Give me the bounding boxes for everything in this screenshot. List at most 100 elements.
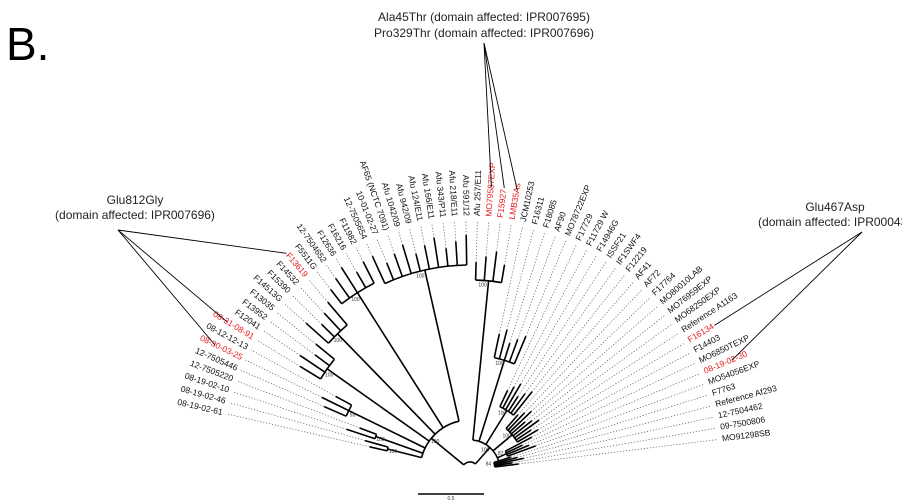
leaf-leader-line bbox=[512, 427, 717, 464]
branch-arc bbox=[341, 282, 375, 305]
branch-arc bbox=[384, 264, 467, 285]
leaf-branch bbox=[505, 444, 523, 454]
internal-branch bbox=[474, 446, 491, 465]
bootstrap-value: 100 bbox=[481, 448, 490, 454]
leaf-label: F15927 bbox=[495, 188, 508, 218]
annotation-pointer bbox=[483, 42, 492, 187]
leaf-leader-line bbox=[299, 286, 325, 314]
leaf-leader-line bbox=[509, 231, 546, 344]
internal-branch bbox=[375, 435, 424, 455]
internal-branch bbox=[387, 448, 422, 459]
leaf-leader-line bbox=[283, 302, 307, 324]
leaf-branch bbox=[323, 405, 347, 417]
leaf-branch bbox=[364, 439, 389, 448]
leaf-branch bbox=[506, 444, 530, 456]
bootstrap-value: 100 bbox=[478, 282, 487, 288]
leaf-branch bbox=[513, 335, 527, 365]
leaf-branch bbox=[507, 412, 526, 431]
leaf-leader-line bbox=[538, 323, 673, 421]
leaf-leader-line bbox=[531, 314, 666, 422]
leaf-branch bbox=[494, 463, 519, 468]
leaf-branch bbox=[321, 323, 335, 338]
leaf-leader-line bbox=[504, 223, 512, 265]
leaf-branch bbox=[321, 396, 350, 412]
annotation-pointer-lines bbox=[117, 42, 863, 361]
leaf-branch bbox=[509, 410, 532, 433]
leaf-branch bbox=[335, 277, 351, 299]
leaf-branch bbox=[499, 390, 509, 408]
leaf-leader-line bbox=[531, 296, 651, 412]
leaf-leader-line bbox=[510, 394, 709, 458]
internal-branch bbox=[478, 360, 506, 442]
leaf-branch bbox=[474, 262, 477, 281]
annotation-pointer bbox=[714, 231, 863, 326]
leaf-branch bbox=[445, 248, 449, 267]
bootstrap-value: 100 bbox=[431, 439, 440, 445]
bootstrap-value: 100 bbox=[389, 449, 398, 455]
leaf-leader-line bbox=[523, 416, 715, 459]
internal-branch bbox=[430, 437, 465, 466]
leaf-leader-line bbox=[226, 413, 370, 448]
leaf-leader-line bbox=[524, 266, 617, 394]
annotation-pointer bbox=[117, 229, 216, 346]
leaf-leader-line bbox=[485, 220, 490, 257]
leaf-leader-line bbox=[232, 391, 347, 430]
leaf-leader-line bbox=[240, 369, 325, 407]
leaf-leader-line bbox=[269, 320, 316, 356]
leaf-leader-line bbox=[525, 239, 567, 337]
annotation-pointer bbox=[483, 42, 518, 190]
bootstrap-value: 100 bbox=[495, 361, 504, 367]
leaf-leader-line bbox=[517, 405, 712, 458]
leaf-leader-line bbox=[256, 339, 301, 367]
top-mutation-annotation-line1: Ala45Thr (domain affected: IPR007695) bbox=[378, 10, 590, 24]
leaf-leader-line bbox=[535, 383, 705, 447]
leaf-leader-line bbox=[236, 380, 360, 429]
leaf-branch bbox=[514, 419, 540, 439]
leaf-leader-line bbox=[506, 228, 535, 330]
bootstrap-value: 100 bbox=[325, 373, 334, 379]
leaf-branch bbox=[502, 386, 515, 409]
leaf-branch bbox=[327, 301, 348, 326]
leaf-leader-line bbox=[420, 224, 425, 246]
bootstrap-value: 100 bbox=[498, 411, 507, 417]
leaf-branch bbox=[362, 261, 375, 284]
bootstrap-value: 84 bbox=[486, 461, 492, 467]
leaf-leader-line bbox=[408, 227, 417, 254]
leaf-branch bbox=[346, 428, 376, 440]
panel-letter: B. bbox=[6, 18, 49, 70]
leaf-leader-line bbox=[530, 332, 680, 431]
leaf-branch bbox=[504, 383, 522, 411]
bootstrap-value: 100 bbox=[334, 338, 343, 344]
leaf-leader-line bbox=[442, 221, 447, 249]
leaf-branch bbox=[314, 354, 330, 367]
left-mutation-annotation-line2: (domain affected: IPR007696) bbox=[55, 208, 215, 222]
leaf-leader-line bbox=[317, 271, 331, 290]
leaf-leader-line bbox=[518, 439, 719, 465]
leaf-leader-line bbox=[397, 230, 403, 246]
leaf-branch bbox=[393, 253, 404, 277]
leaf-leader-line bbox=[326, 265, 336, 279]
bootstrap-value: 100 bbox=[503, 434, 512, 440]
leaf-branch bbox=[359, 427, 377, 436]
leaf-branch bbox=[465, 234, 468, 266]
branch-arc bbox=[463, 461, 476, 466]
leaf-label: Afu 257/E11 bbox=[472, 170, 483, 217]
leaf-branch bbox=[515, 429, 532, 441]
leaf-branch bbox=[356, 271, 367, 289]
leaf-branch bbox=[415, 253, 421, 272]
leaf-leader-line bbox=[355, 247, 364, 262]
leaf-branch bbox=[493, 333, 501, 358]
leaf-leader-line bbox=[345, 252, 358, 273]
leaf-leader-line bbox=[517, 235, 557, 340]
bootstrap-value: 100 bbox=[416, 273, 425, 279]
internal-branch bbox=[485, 410, 508, 445]
leaf-branch bbox=[508, 339, 519, 363]
leaf-label: Afu 591/12 bbox=[461, 175, 472, 217]
leaf-leader-line bbox=[276, 311, 317, 345]
leaf-leader-line bbox=[498, 225, 524, 335]
leaf-leader-line bbox=[520, 254, 598, 385]
right-mutation-annotation-line2: (domain affected: IPR000432) bbox=[758, 215, 902, 229]
leaf-branch bbox=[401, 244, 412, 274]
bootstrap-value: 93 bbox=[350, 413, 356, 419]
